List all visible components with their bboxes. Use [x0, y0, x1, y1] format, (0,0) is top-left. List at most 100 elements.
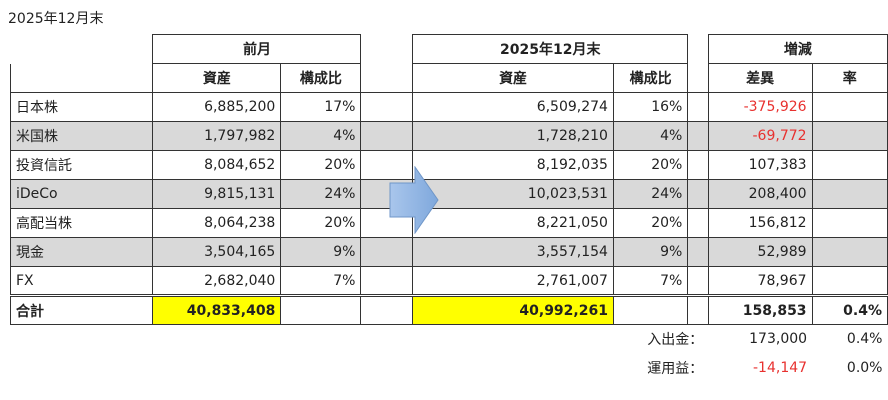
diff-cell: 78,967 — [707, 266, 813, 296]
prev-ratio-cell: 20% — [280, 150, 362, 180]
curr-ratio-cell: 20% — [612, 150, 689, 180]
asset-row: 日本株 6,885,200 17% 6,509,274 16% -375,926 — [9, 92, 888, 122]
curr-ratio-cell: 16% — [612, 92, 689, 122]
prev-ratio-cell: 24% — [280, 179, 362, 209]
spacer-cell — [360, 266, 414, 296]
rate-cell — [811, 150, 888, 180]
asset-row: 高配当株 8,064,238 20% 8,221,050 20% 156,812 — [9, 208, 888, 238]
curr-asset-cell: 6,509,274 — [412, 92, 614, 122]
asset-row: iDeCo 9,815,131 24% 10,023,531 24% 208,400 — [9, 179, 888, 209]
spacer-cell — [687, 294, 709, 325]
sheet-caption: 2025年12月末 — [8, 11, 104, 27]
diff-cell: 52,989 — [707, 237, 813, 267]
rate-cell — [811, 121, 888, 151]
col-header-rate: 率 — [811, 63, 888, 93]
asset-row: FX 2,682,040 7% 2,761,007 7% 78,967 — [9, 266, 888, 296]
spacer-cell — [360, 92, 414, 122]
asset-name-cell: iDeCo — [9, 179, 154, 209]
footer-value-cell: -14,147 — [753, 360, 808, 376]
footer-label-cell: 入出金： — [647, 332, 704, 349]
col-header-prev-ratio: 構成比 — [280, 63, 362, 93]
asset-name-cell: 日本株 — [9, 92, 154, 122]
rate-cell — [811, 237, 888, 267]
empty-cell — [413, 325, 614, 354]
asset-table: 前月 2025年12月末 増減 資産 構成比 資産 構成比 差異 率 日本株 6,… — [9, 34, 888, 383]
footer-value-cell: 173,000 — [749, 331, 808, 348]
prev-ratio-cell: 17% — [280, 92, 362, 122]
curr-asset-cell: 3,557,154 — [412, 237, 614, 267]
diff-cell: 107,383 — [707, 150, 813, 180]
asset-name-cell: 現金 — [9, 237, 154, 267]
prev-asset-cell: 2,682,040 — [152, 266, 282, 296]
rate-cell — [811, 92, 888, 122]
curr-ratio-cell: 20% — [612, 208, 689, 238]
spacer-cell — [687, 121, 709, 151]
right-arrow-icon — [389, 166, 439, 234]
diff-cell: -375,926 — [707, 92, 813, 122]
empty-cell — [361, 325, 413, 354]
curr-asset-cell: 1,728,210 — [412, 121, 614, 151]
prev-asset-cell: 6,885,200 — [152, 92, 282, 122]
asset-name-cell: 投資信託 — [9, 150, 154, 180]
curr-asset-cell: 8,221,050 — [412, 208, 614, 238]
diff-cell: 156,812 — [707, 208, 813, 238]
total-rate-cell: 0.4% — [811, 294, 888, 325]
asset-row: 米国株 1,797,982 4% 1,728,210 4% -69,772 — [9, 121, 888, 151]
prev-asset-cell: 1,797,982 — [152, 121, 282, 151]
prev-ratio-cell: 20% — [280, 208, 362, 238]
curr-asset-cell: 8,192,035 — [412, 150, 614, 180]
asset-row: 現金 3,504,165 9% 3,557,154 9% 52,989 — [9, 237, 888, 267]
footer-row: 運用益： -14,147 0.0% — [11, 354, 888, 383]
prev-asset-cell: 8,064,238 — [152, 208, 282, 238]
prev-ratio-cell: 4% — [280, 121, 362, 151]
prev-ratio-cell: 9% — [280, 237, 362, 267]
spacer-cell — [360, 121, 414, 151]
asset-name-cell: 高配当株 — [9, 208, 154, 238]
col-header-diff: 差異 — [707, 63, 813, 93]
rate-cell — [811, 266, 888, 296]
empty-cell — [153, 354, 281, 383]
group-header-prev: 前月 — [152, 34, 362, 64]
prev-ratio-cell: 7% — [280, 266, 362, 296]
diff-cell: 208,400 — [707, 179, 813, 209]
curr-ratio-cell: 24% — [612, 179, 689, 209]
total-row: 合計 40,833,408 40,992,261 158,853 0.4% — [9, 294, 888, 325]
empty-cell — [281, 325, 361, 354]
group-header-change: 増減 — [707, 34, 888, 64]
col-header-curr-ratio: 構成比 — [612, 63, 689, 93]
col-header-curr-asset: 資産 — [412, 63, 614, 93]
total-diff-cell: 158,853 — [707, 294, 813, 325]
total-prev-cell: 40,833,408 — [152, 294, 282, 325]
footer-label-cell: 運用益： — [647, 361, 704, 377]
total-curr-cell: 40,992,261 — [412, 294, 614, 325]
curr-ratio-cell: 7% — [612, 266, 689, 296]
spacer-cell — [360, 150, 414, 180]
prev-asset-cell: 8,084,652 — [152, 150, 282, 180]
spacer-cell — [687, 266, 709, 296]
spacer-cell — [687, 179, 709, 209]
spacer-cell — [360, 294, 414, 325]
empty-cell — [11, 325, 153, 354]
empty-cell — [153, 325, 281, 354]
curr-asset-cell: 10,023,531 — [412, 179, 614, 209]
empty-cell — [11, 354, 153, 383]
asset-row: 投資信託 8,084,652 20% 8,192,035 20% 107,383 — [9, 150, 888, 180]
asset-name-cell: 米国株 — [9, 121, 154, 151]
rate-cell — [811, 179, 888, 209]
spacer-cell — [687, 237, 709, 267]
footer-row: 入出金： 173,000 0.4% — [11, 325, 888, 354]
curr-ratio-cell: 9% — [612, 237, 689, 267]
prev-asset-cell: 9,815,131 — [152, 179, 282, 209]
curr-asset-cell: 2,761,007 — [412, 266, 614, 296]
asset-name-cell: FX — [9, 266, 154, 296]
diff-cell: -69,772 — [707, 121, 813, 151]
prev-asset-cell: 3,504,165 — [152, 237, 282, 267]
total-label-cell: 合計 — [9, 294, 154, 325]
group-header-row: 前月 2025年12月末 増減 — [11, 34, 888, 64]
rate-cell — [811, 208, 888, 238]
footer-rate-cell: 0.4% — [846, 331, 883, 348]
empty-cell — [612, 294, 689, 325]
empty-cell — [413, 354, 614, 383]
spacer-cell — [687, 92, 709, 122]
empty-cell — [281, 354, 361, 383]
